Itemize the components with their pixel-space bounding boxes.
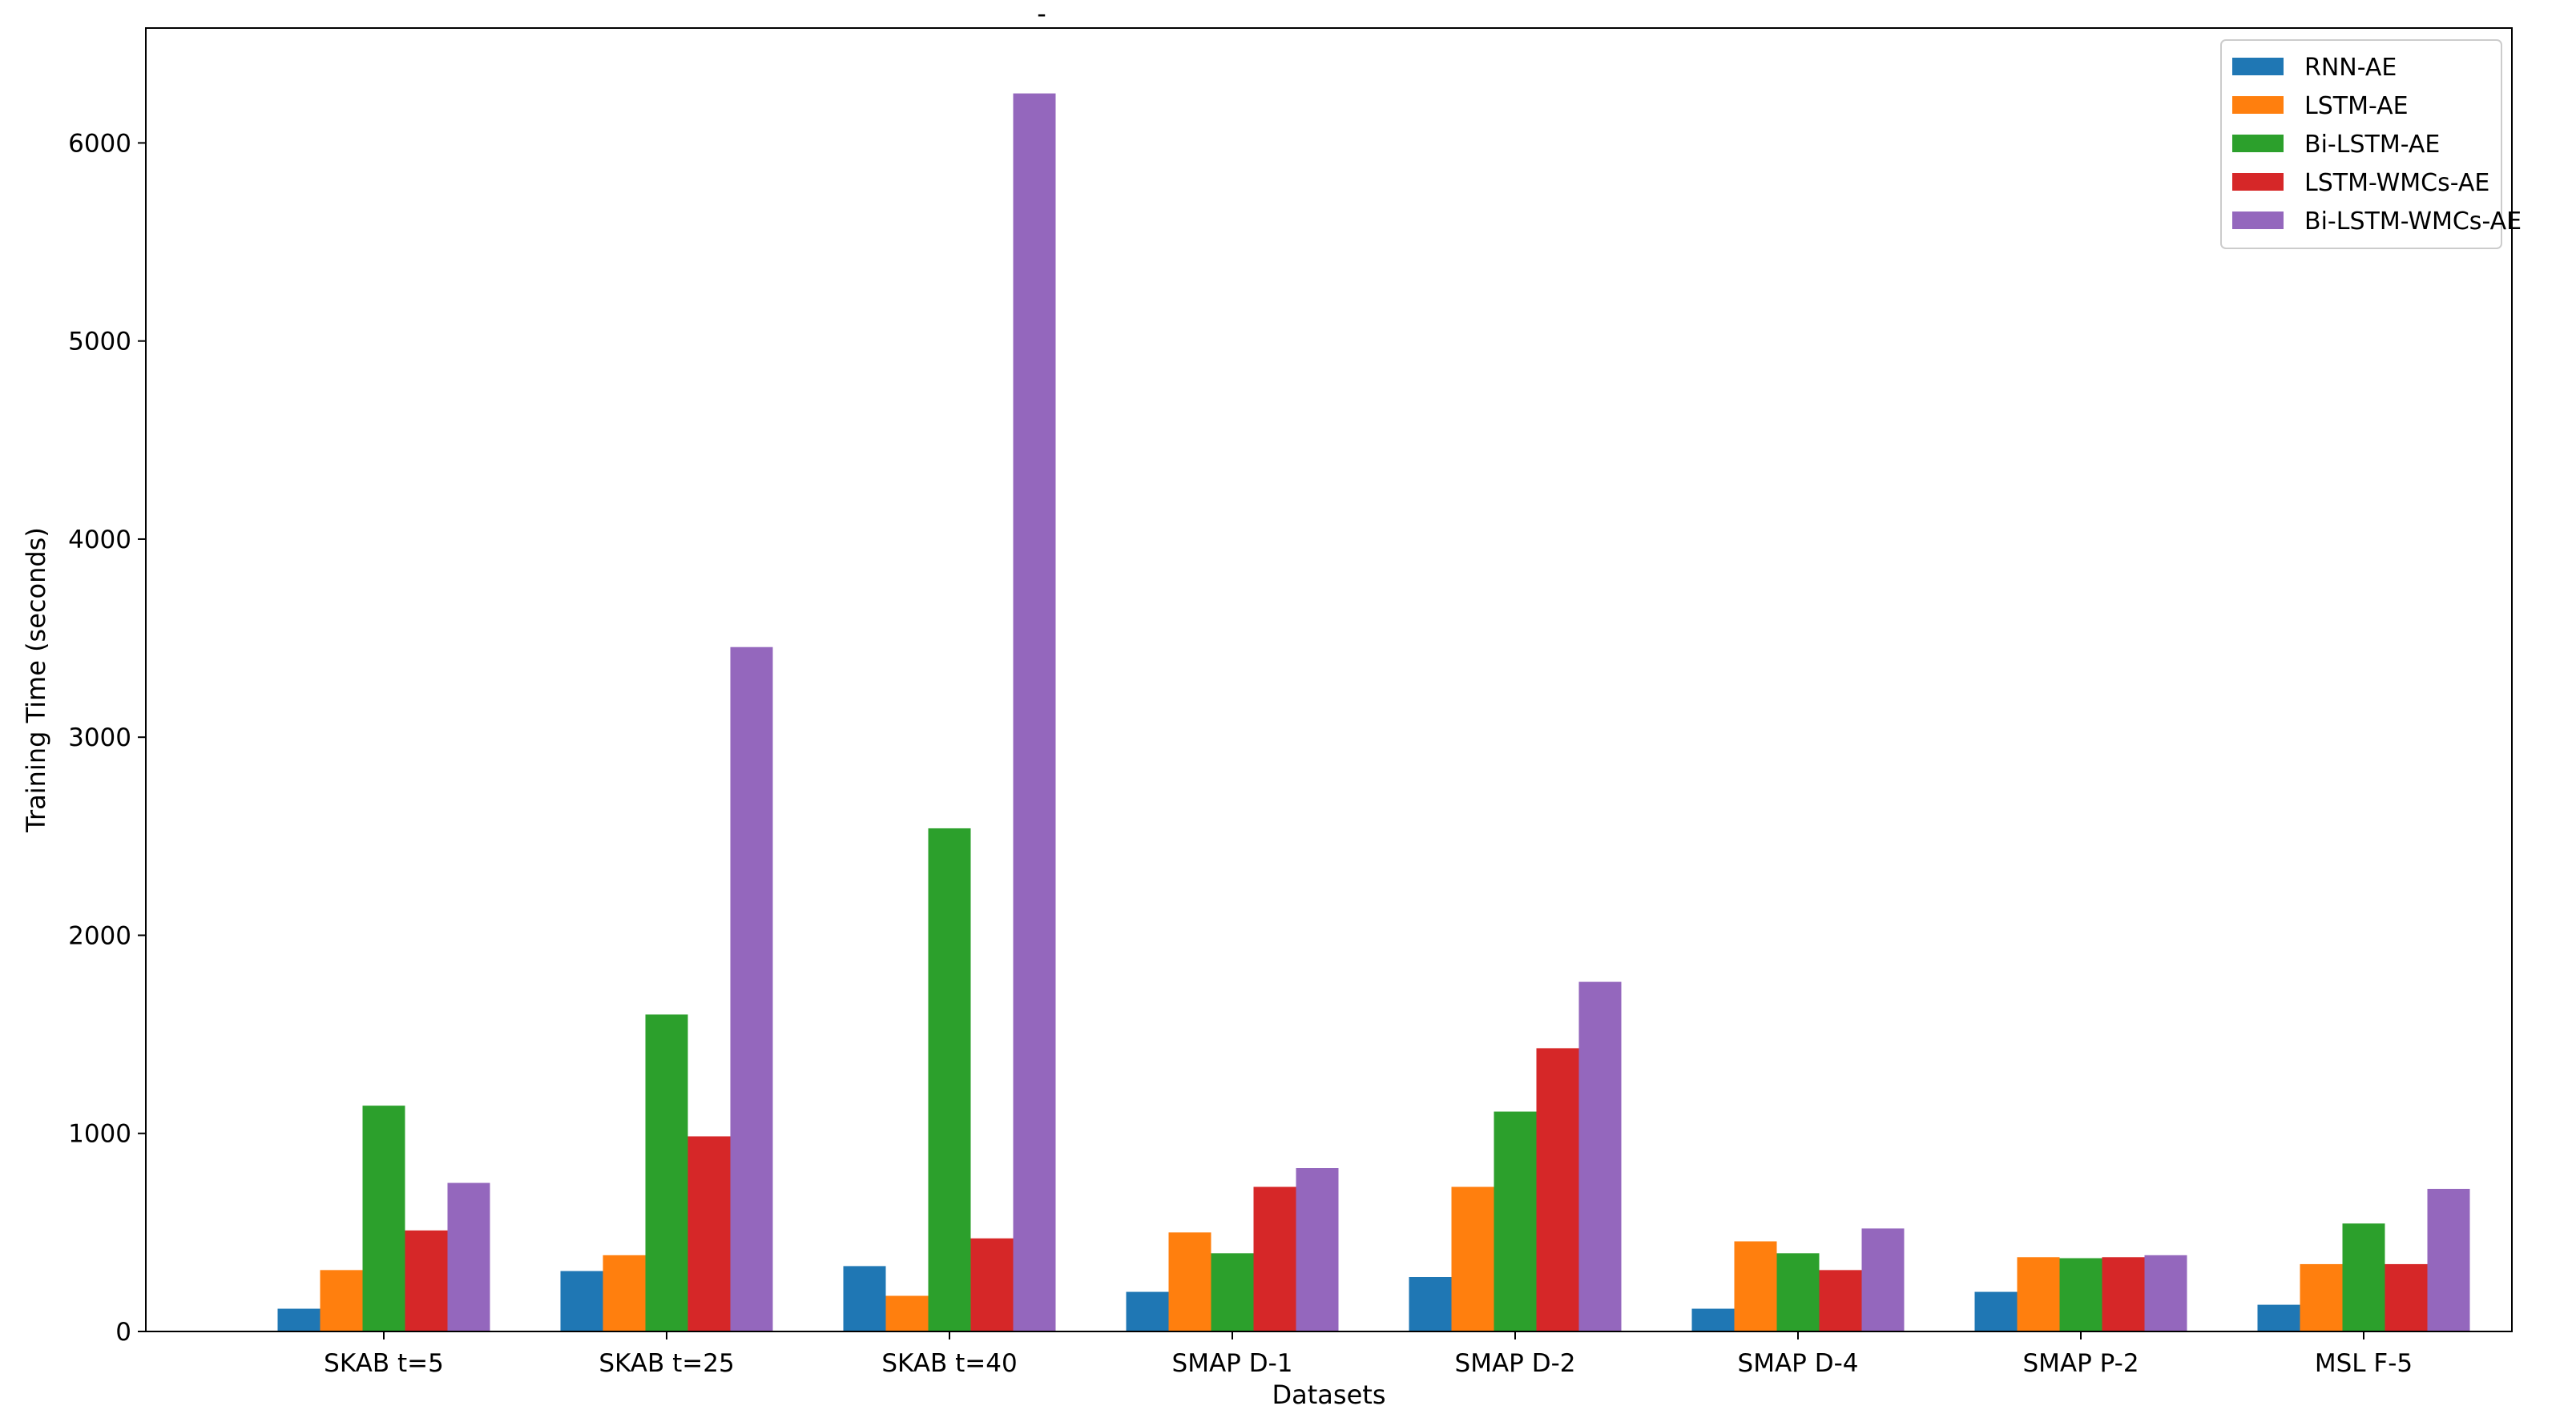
legend-label: Bi-LSTM-WMCs-AE: [2304, 207, 2522, 236]
bar-lstm-wmcs-ae-2: [970, 1238, 1014, 1331]
bar-bi-lstm-wmcs-ae-6: [2144, 1255, 2187, 1331]
x-tick-label: MSL F-5: [2315, 1349, 2413, 1378]
y-tick-label: 4000: [68, 526, 131, 554]
bar-lstm-wmcs-ae-1: [687, 1136, 731, 1331]
bar-lstm-wmcs-ae-0: [405, 1230, 448, 1331]
bar-lstm-ae-5: [1734, 1241, 1777, 1331]
x-axis-label: Datasets: [1272, 1380, 1386, 1410]
legend-label: LSTM-AE: [2304, 92, 2409, 120]
bar-bi-lstm-ae-1: [645, 1014, 688, 1331]
y-tick-label: 2000: [68, 921, 131, 950]
bar-bi-lstm-wmcs-ae-2: [1013, 93, 1056, 1331]
x-tick-label: SKAB t=25: [599, 1349, 734, 1378]
x-tick-label: SKAB t=40: [881, 1349, 1017, 1378]
legend-swatch: [2232, 58, 2284, 75]
bar-bi-lstm-ae-6: [2059, 1258, 2102, 1331]
bar-bi-lstm-ae-4: [1494, 1111, 1537, 1331]
bar-rnn-ae-0: [277, 1308, 320, 1331]
bar-bi-lstm-ae-5: [1776, 1253, 1820, 1331]
bar-lstm-ae-7: [2300, 1263, 2343, 1331]
bar-bi-lstm-ae-0: [362, 1106, 405, 1331]
bar-lstm-wmcs-ae-6: [2102, 1257, 2145, 1331]
bar-rnn-ae-4: [1409, 1277, 1452, 1331]
bar-bi-lstm-wmcs-ae-1: [730, 647, 773, 1331]
y-tick-label: 6000: [68, 129, 131, 158]
plot-frame: [145, 27, 2513, 1332]
legend-label: Bi-LSTM-AE: [2304, 131, 2440, 159]
y-axis: 0 1000 2000 3000 4000 5000 6000: [68, 129, 146, 1347]
y-tick-label: 0: [115, 1318, 131, 1347]
x-axis: SKAB t=5 SKAB t=25 SKAB t=40 SMAP D-1 SMAP D…: [324, 1331, 2413, 1378]
legend-label: RNN-AE: [2304, 54, 2397, 82]
legend: RNN-AE LSTM-AE Bi-LSTM-AE LSTM-WMCs-AE Bi-LS…: [2220, 39, 2522, 249]
bar-lstm-ae-3: [1168, 1232, 1211, 1331]
bar-rnn-ae-3: [1126, 1291, 1169, 1331]
bar-bi-lstm-ae-3: [1211, 1253, 1254, 1331]
bar-lstm-ae-1: [603, 1255, 646, 1331]
legend-frame: [2220, 39, 2502, 249]
legend-swatch: [2232, 135, 2284, 152]
bar-lstm-wmcs-ae-7: [2385, 1263, 2428, 1331]
bar-rnn-ae-5: [1691, 1308, 1735, 1331]
legend-label: LSTM-WMCs-AE: [2304, 169, 2489, 197]
bar-bi-lstm-ae-7: [2342, 1223, 2385, 1331]
bar-bi-lstm-wmcs-ae-3: [1296, 1168, 1339, 1331]
legend-swatch: [2232, 173, 2284, 191]
bar-bi-lstm-wmcs-ae-0: [447, 1182, 490, 1331]
x-tick-label: SMAP D-4: [1738, 1349, 1859, 1378]
bar-lstm-ae-6: [2017, 1257, 2060, 1331]
y-tick-label: 3000: [68, 723, 131, 752]
bar-lstm-wmcs-ae-3: [1253, 1186, 1296, 1331]
x-tick-label: SKAB t=5: [324, 1349, 444, 1378]
legend-swatch: [2232, 211, 2284, 229]
bars-layer: [277, 93, 2470, 1331]
x-tick-label: SMAP P-2: [2022, 1349, 2139, 1378]
y-tick-label: 5000: [68, 328, 131, 357]
bar-lstm-ae-2: [885, 1295, 929, 1331]
bar-lstm-wmcs-ae-4: [1536, 1048, 1579, 1331]
x-tick-label: SMAP D-2: [1455, 1349, 1576, 1378]
bar-lstm-ae-4: [1451, 1186, 1494, 1331]
legend-swatch: [2232, 96, 2284, 114]
chart-title: -: [1037, 0, 1046, 29]
bar-bi-lstm-ae-2: [928, 828, 971, 1331]
bar-lstm-wmcs-ae-5: [1819, 1270, 1862, 1331]
bar-bi-lstm-wmcs-ae-5: [1861, 1228, 1905, 1331]
y-tick-label: 1000: [68, 1120, 131, 1149]
bar-rnn-ae-7: [2257, 1304, 2300, 1331]
bar-bi-lstm-wmcs-ae-4: [1578, 981, 1622, 1331]
y-axis-label: Training Time (seconds): [21, 527, 51, 833]
bar-bi-lstm-wmcs-ae-7: [2427, 1188, 2470, 1331]
bar-rnn-ae-6: [1974, 1291, 2018, 1331]
bar-rnn-ae-1: [560, 1271, 603, 1331]
bar-rnn-ae-2: [843, 1266, 886, 1331]
bar-lstm-ae-0: [320, 1270, 363, 1331]
x-tick-label: SMAP D-1: [1172, 1349, 1293, 1378]
